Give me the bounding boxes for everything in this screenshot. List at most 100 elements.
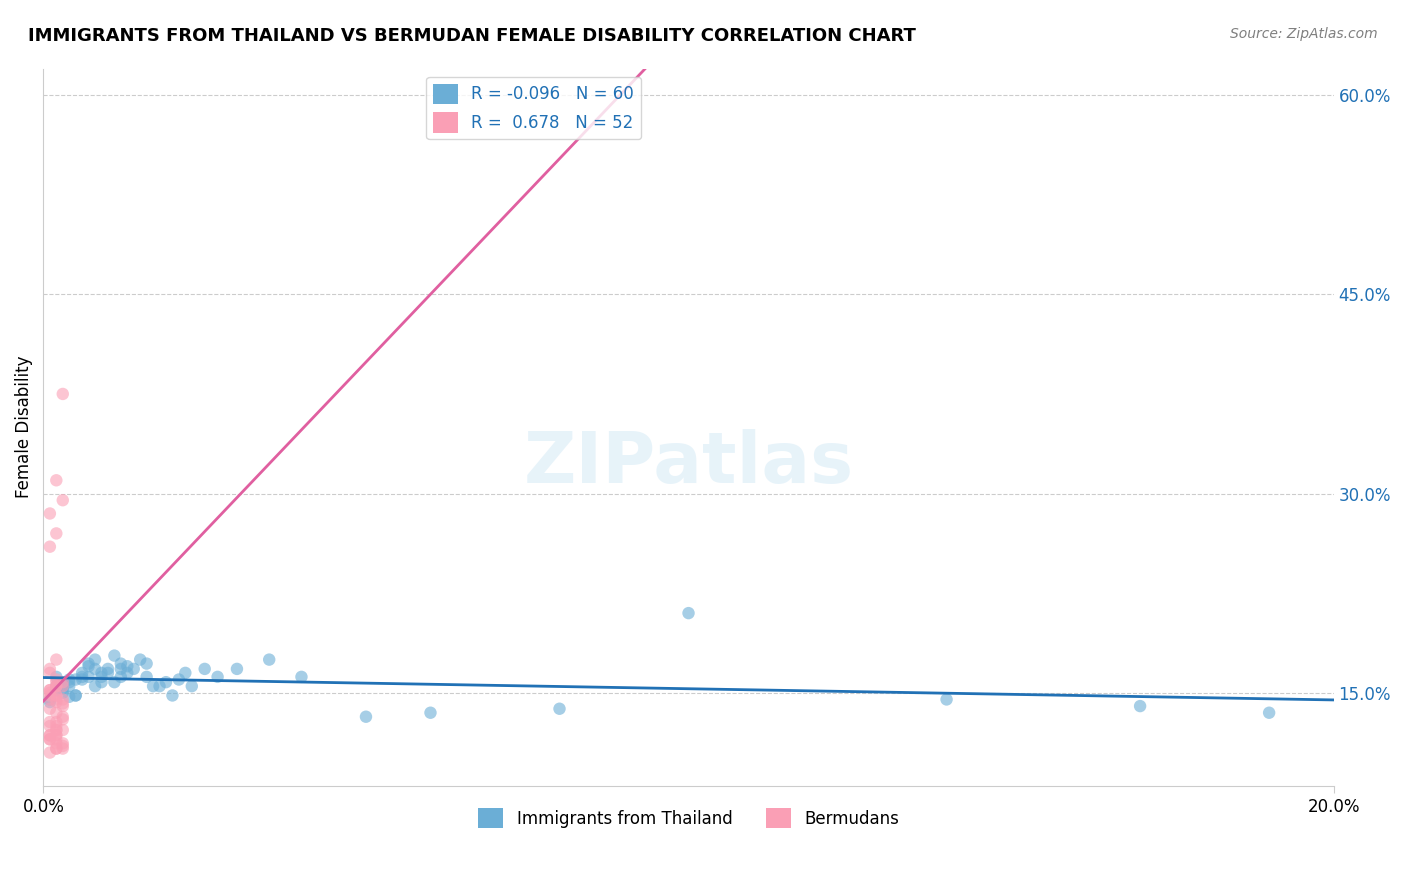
- Point: [52, 681, 75, 696]
- Point: [52, 709, 75, 723]
- Point: [135, 657, 157, 671]
- Point: [103, 675, 125, 690]
- Point: [135, 670, 157, 684]
- Point: [155, 675, 177, 690]
- Point: [45, 679, 67, 693]
- Point: [45, 652, 67, 666]
- Point: [52, 675, 75, 690]
- Text: ZIPatlas: ZIPatlas: [523, 428, 853, 498]
- Point: [58, 673, 80, 687]
- Point: [90, 670, 112, 684]
- Point: [180, 679, 202, 693]
- Point: [129, 652, 152, 666]
- Point: [45, 723, 67, 737]
- Point: [52, 675, 75, 690]
- Point: [38, 540, 60, 554]
- Point: [77, 670, 100, 684]
- Point: [38, 692, 60, 706]
- Point: [84, 662, 107, 676]
- Point: [38, 692, 60, 706]
- Point: [38, 719, 60, 733]
- Point: [45, 728, 67, 742]
- Point: [52, 387, 75, 401]
- Point: [45, 673, 67, 687]
- Point: [52, 697, 75, 711]
- Point: [38, 746, 60, 760]
- Point: [117, 665, 139, 680]
- Point: [45, 473, 67, 487]
- Point: [45, 675, 67, 690]
- Point: [52, 712, 75, 726]
- Point: [45, 695, 67, 709]
- Point: [1258, 706, 1281, 720]
- Point: [58, 679, 80, 693]
- Point: [97, 665, 120, 680]
- Point: [45, 741, 67, 756]
- Point: [52, 493, 75, 508]
- Point: [290, 670, 312, 684]
- Point: [110, 670, 132, 684]
- Point: [38, 665, 60, 680]
- Point: [65, 689, 87, 703]
- Point: [38, 686, 60, 700]
- Point: [38, 689, 60, 703]
- Point: [52, 699, 75, 714]
- Text: IMMIGRANTS FROM THAILAND VS BERMUDAN FEMALE DISABILITY CORRELATION CHART: IMMIGRANTS FROM THAILAND VS BERMUDAN FEM…: [28, 27, 915, 45]
- Point: [1129, 699, 1152, 714]
- Point: [194, 662, 217, 676]
- Point: [52, 686, 75, 700]
- Point: [65, 689, 87, 703]
- Point: [38, 714, 60, 729]
- Point: [678, 606, 700, 620]
- Point: [45, 736, 67, 750]
- Point: [45, 526, 67, 541]
- Point: [38, 662, 60, 676]
- Point: [226, 662, 249, 676]
- Point: [45, 679, 67, 693]
- Point: [77, 657, 100, 671]
- Text: Source: ZipAtlas.com: Source: ZipAtlas.com: [1230, 27, 1378, 41]
- Point: [90, 665, 112, 680]
- Point: [52, 739, 75, 753]
- Point: [45, 741, 67, 756]
- Point: [45, 670, 67, 684]
- Point: [142, 679, 165, 693]
- Point: [52, 736, 75, 750]
- Point: [38, 728, 60, 742]
- Point: [45, 679, 67, 693]
- Point: [52, 679, 75, 693]
- Point: [52, 692, 75, 706]
- Point: [103, 648, 125, 663]
- Point: [117, 659, 139, 673]
- Point: [38, 732, 60, 747]
- Point: [52, 741, 75, 756]
- Point: [84, 679, 107, 693]
- Point: [162, 689, 184, 703]
- Point: [935, 692, 957, 706]
- Point: [90, 675, 112, 690]
- Point: [45, 728, 67, 742]
- Point: [419, 706, 441, 720]
- Point: [58, 675, 80, 690]
- Point: [70, 670, 93, 684]
- Point: [38, 507, 60, 521]
- Point: [52, 723, 75, 737]
- Y-axis label: Female Disability: Female Disability: [15, 356, 32, 499]
- Point: [38, 702, 60, 716]
- Point: [174, 665, 197, 680]
- Point: [38, 683, 60, 698]
- Point: [65, 673, 87, 687]
- Point: [148, 679, 170, 693]
- Point: [110, 662, 132, 676]
- Point: [548, 702, 571, 716]
- Point: [45, 683, 67, 698]
- Point: [45, 706, 67, 720]
- Point: [45, 689, 67, 703]
- Point: [207, 670, 229, 684]
- Point: [38, 732, 60, 747]
- Point: [167, 673, 190, 687]
- Point: [77, 659, 100, 673]
- Point: [45, 689, 67, 703]
- Point: [58, 690, 80, 704]
- Point: [38, 683, 60, 698]
